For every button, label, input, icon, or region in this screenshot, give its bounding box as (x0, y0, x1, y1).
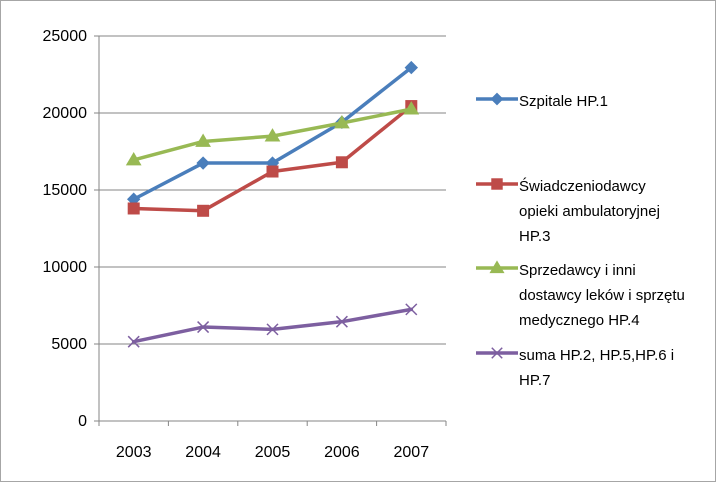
y-tick-label: 0 (78, 413, 87, 430)
series-diamond (126, 60, 419, 206)
x-tick-label: 2005 (255, 444, 291, 461)
y-tick-label: 5000 (51, 336, 87, 353)
series-line (131, 307, 414, 344)
series-lines (125, 60, 420, 348)
y-tick-label: 20000 (43, 105, 88, 122)
legend-swatch-x (476, 347, 518, 359)
y-tick-label: 10000 (43, 259, 88, 276)
x-tick-label: 2004 (185, 444, 221, 461)
marker-diamond (404, 60, 419, 75)
marker-triangle (264, 128, 281, 142)
x-tick-label: 2003 (116, 444, 152, 461)
legend-swatch-square (476, 178, 518, 190)
axes (94, 35, 447, 426)
marker-diamond (196, 156, 210, 170)
legend-swatch-diamond (476, 92, 518, 106)
legend-label: Sprzedawcy i inni dostawcy leków i sprzę… (519, 262, 685, 329)
marker-square (197, 204, 210, 217)
x-tick-label: 2007 (394, 444, 430, 461)
y-axis-tick-labels: 0 5000 10000 15000 20000 25000 (43, 28, 88, 430)
marker-x (405, 303, 418, 316)
marker-triangle (334, 115, 350, 129)
marker-x (491, 347, 503, 359)
y-tick-label: 25000 (43, 28, 88, 45)
legend-label: Świadczeniodawcy opieki ambulatoryjnej H… (519, 178, 660, 245)
legend-swatch-triangle (476, 260, 518, 274)
marker-triangle (403, 101, 420, 115)
marker-x (127, 335, 140, 348)
marker-x (197, 321, 210, 334)
marker-diamond (490, 92, 504, 106)
legend-label: suma HP.2, HP.5,HP.6 i HP.7 (519, 347, 675, 389)
marker-square (491, 178, 503, 190)
marker-x (266, 323, 279, 336)
y-tick-label: 15000 (43, 182, 88, 199)
x-axis-tick-labels: 2003 2004 2005 2006 2007 (116, 444, 429, 461)
legend-label: Szpitale HP.1 (519, 93, 608, 110)
series-triangle (125, 101, 420, 166)
marker-x (335, 315, 348, 328)
marker-triangle (195, 133, 211, 147)
marker-square (127, 202, 140, 215)
marker-square (335, 156, 348, 169)
x-tick-label: 2006 (324, 444, 360, 461)
marker-square (266, 165, 279, 178)
marker-triangle (125, 151, 142, 166)
series-x (127, 303, 418, 348)
marker-triangle (489, 260, 505, 274)
legend: Szpitale HP.1 Świadczeniodawcy opieki am… (476, 1, 711, 481)
